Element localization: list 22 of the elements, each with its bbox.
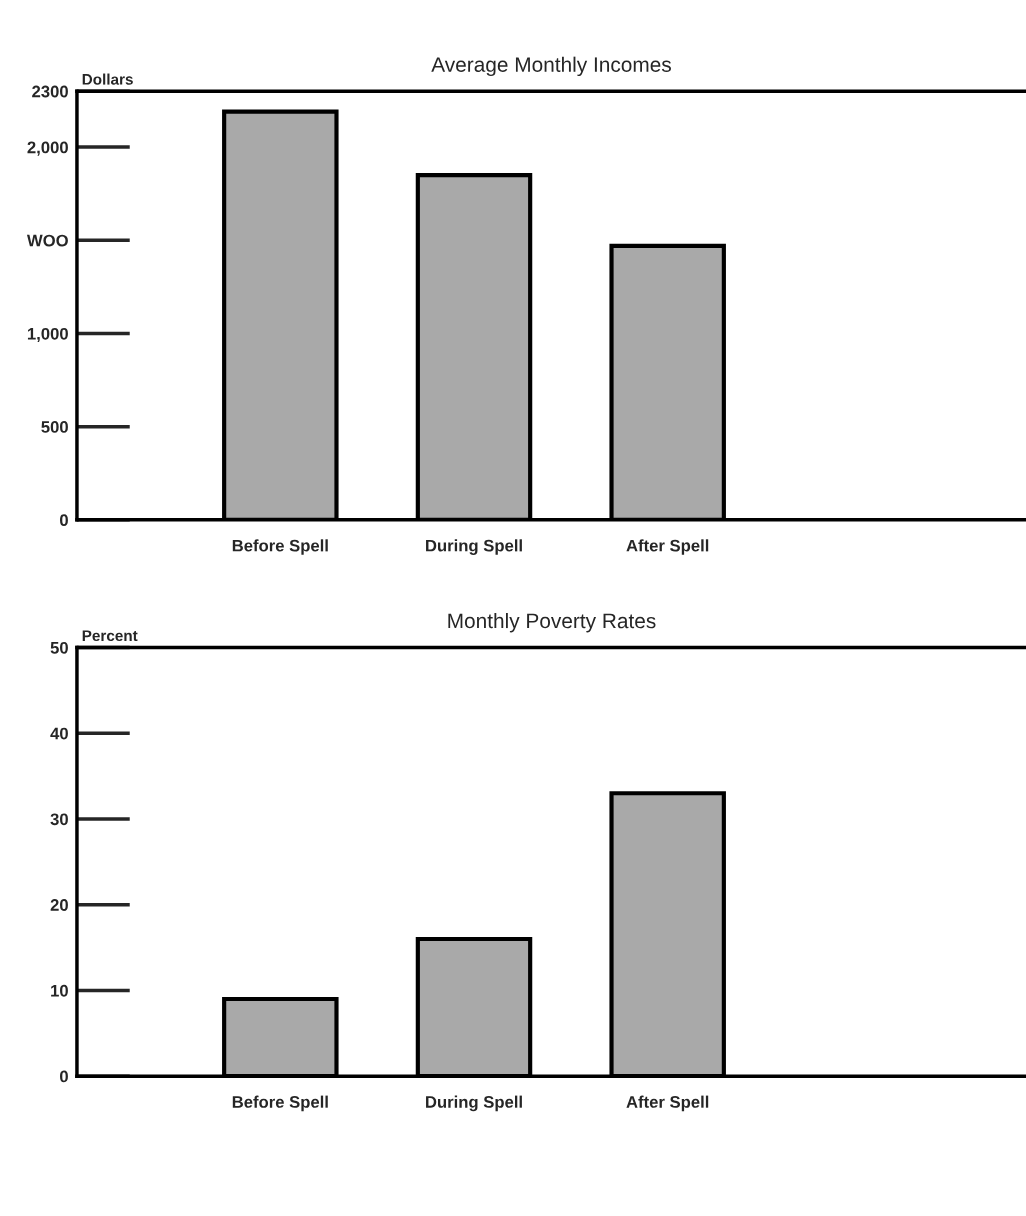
y-tick-label: 0 bbox=[60, 1070, 68, 1083]
y-tick-label: WOO bbox=[26, 234, 68, 247]
x-tick-label: During Spell bbox=[426, 1095, 522, 1112]
y-tick-label: 40 bbox=[50, 727, 68, 740]
y-tick-label: 2,000 bbox=[27, 141, 68, 156]
y-tick-label: 2300 bbox=[32, 85, 68, 98]
y-tick-label: 500 bbox=[41, 421, 68, 433]
x-tick-label: Before Spell bbox=[232, 1095, 328, 1112]
y-tick-label: 10 bbox=[51, 984, 68, 997]
y-tick-label: 50 bbox=[50, 641, 68, 654]
y-tick-label: 0 bbox=[60, 514, 68, 527]
y-tick-label: 20 bbox=[50, 899, 68, 911]
x-tick-label: After Spell bbox=[626, 1095, 709, 1112]
chart-title: Monthly Poverty Rates bbox=[448, 612, 656, 633]
y-tick-label: 30 bbox=[50, 813, 68, 826]
x-tick-label: Before Spell bbox=[232, 539, 328, 555]
y-axis-title: Dollars bbox=[82, 73, 133, 85]
y-axis-title: Percent bbox=[82, 630, 138, 642]
y-tick-label: 1,000 bbox=[27, 327, 68, 343]
chart-title: Average Monthly Incomes bbox=[431, 56, 671, 77]
x-tick-label: During Spell bbox=[426, 539, 522, 555]
x-tick-label: After Spell bbox=[626, 539, 709, 555]
